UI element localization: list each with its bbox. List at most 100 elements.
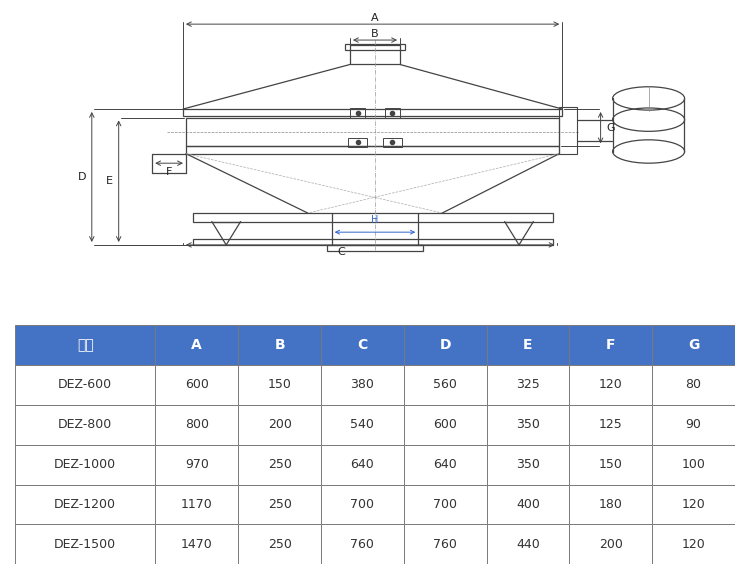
Bar	[487, 365, 569, 405]
Bar	[155, 365, 238, 405]
Bar	[345, 44, 405, 50]
Text: C: C	[357, 338, 368, 352]
Text: B: B	[371, 28, 379, 39]
Bar	[155, 405, 238, 445]
Text: 1170: 1170	[181, 498, 213, 511]
Text: DEZ-1200: DEZ-1200	[54, 498, 116, 511]
Bar	[321, 445, 404, 484]
Bar	[183, 109, 562, 116]
Text: A: A	[371, 13, 379, 23]
Bar	[652, 445, 735, 484]
Text: 1470: 1470	[181, 538, 213, 551]
Bar	[15, 365, 155, 405]
Text: 970: 970	[184, 458, 209, 471]
Text: H: H	[371, 215, 379, 225]
Bar	[350, 46, 400, 64]
Bar	[385, 108, 400, 117]
Text: A: A	[191, 338, 202, 352]
Text: E: E	[106, 176, 112, 186]
Bar	[350, 108, 365, 117]
Bar	[155, 484, 238, 524]
Bar	[321, 325, 404, 365]
Bar	[238, 365, 321, 405]
Bar	[186, 146, 560, 154]
Text: 700: 700	[433, 498, 457, 511]
Text: 80: 80	[686, 378, 701, 391]
Bar	[238, 445, 321, 484]
Bar	[652, 524, 735, 564]
Bar	[382, 138, 402, 147]
Text: 325: 325	[516, 378, 540, 391]
Bar	[15, 325, 155, 365]
Text: 150: 150	[268, 378, 292, 391]
Bar	[186, 117, 560, 146]
Text: 640: 640	[433, 458, 457, 471]
Text: 180: 180	[598, 498, 622, 511]
Bar	[15, 484, 155, 524]
Bar	[569, 445, 652, 484]
Bar	[569, 524, 652, 564]
Bar	[404, 524, 487, 564]
Text: B: B	[274, 338, 285, 352]
Text: F: F	[606, 338, 616, 352]
Bar	[404, 405, 487, 445]
Text: 200: 200	[598, 538, 622, 551]
Bar	[487, 405, 569, 445]
Text: F: F	[166, 166, 172, 177]
Text: 200: 200	[268, 418, 292, 431]
Bar	[652, 484, 735, 524]
Bar	[404, 365, 487, 405]
Bar	[569, 365, 652, 405]
Text: G: G	[606, 123, 614, 133]
Text: DEZ-800: DEZ-800	[58, 418, 112, 431]
Bar	[652, 325, 735, 365]
Text: 400: 400	[516, 498, 540, 511]
Text: 350: 350	[516, 418, 540, 431]
Text: 250: 250	[268, 538, 292, 551]
Text: D: D	[78, 172, 86, 182]
Bar	[238, 405, 321, 445]
Bar	[155, 325, 238, 365]
Text: 800: 800	[184, 418, 209, 431]
Bar	[193, 238, 553, 245]
Bar	[321, 524, 404, 564]
Bar	[155, 445, 238, 484]
Bar	[487, 484, 569, 524]
Text: 125: 125	[599, 418, 622, 431]
Text: 380: 380	[350, 378, 374, 391]
Bar	[327, 245, 423, 251]
Bar	[15, 524, 155, 564]
Text: 700: 700	[350, 498, 374, 511]
Text: E: E	[524, 338, 532, 352]
Text: 540: 540	[350, 418, 374, 431]
Bar	[487, 325, 569, 365]
Text: DEZ-1000: DEZ-1000	[54, 458, 116, 471]
Bar	[569, 484, 652, 524]
Bar	[15, 445, 155, 484]
Text: C: C	[338, 247, 345, 257]
Bar	[321, 365, 404, 405]
Bar	[321, 484, 404, 524]
Text: 560: 560	[433, 378, 457, 391]
Text: 640: 640	[350, 458, 374, 471]
Text: 600: 600	[433, 418, 457, 431]
Text: 100: 100	[682, 458, 706, 471]
Text: 120: 120	[682, 498, 706, 511]
Text: DEZ-1500: DEZ-1500	[54, 538, 116, 551]
Bar	[569, 405, 652, 445]
Text: 760: 760	[350, 538, 374, 551]
Text: DEZ-600: DEZ-600	[58, 378, 112, 391]
Text: 350: 350	[516, 458, 540, 471]
Bar	[404, 484, 487, 524]
Text: G: G	[688, 338, 699, 352]
Bar	[560, 107, 577, 154]
Text: 型号: 型号	[76, 338, 94, 352]
Bar	[238, 524, 321, 564]
Bar	[487, 445, 569, 484]
Bar	[238, 325, 321, 365]
Bar	[652, 405, 735, 445]
Text: D: D	[440, 338, 451, 352]
Bar	[238, 484, 321, 524]
Text: 120: 120	[682, 538, 706, 551]
Bar	[15, 405, 155, 445]
